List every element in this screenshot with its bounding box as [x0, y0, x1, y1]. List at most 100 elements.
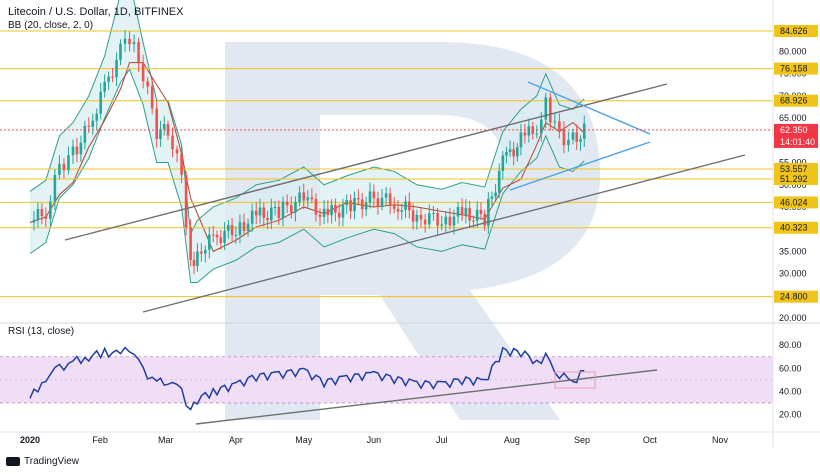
candle-body — [460, 207, 464, 216]
rsi-pane[interactable] — [0, 346, 773, 425]
candle-body — [87, 125, 91, 127]
candle-body — [415, 214, 419, 222]
rsi-tick-label: 40.00 — [779, 386, 802, 396]
candle-body — [230, 225, 234, 236]
candle-body — [337, 212, 341, 218]
price-tick-label: 55.000 — [779, 158, 807, 168]
channel-lower-line[interactable] — [142, 154, 746, 313]
candle-body — [314, 199, 318, 215]
candle-body — [505, 152, 508, 156]
candle-body — [388, 193, 392, 206]
level-tag — [774, 173, 818, 186]
candle-body — [326, 208, 330, 216]
candle-body — [400, 210, 404, 212]
candle-body — [384, 193, 388, 198]
candle-body — [479, 209, 483, 214]
candle-body — [192, 259, 196, 266]
time-tick-label: Jun — [367, 435, 382, 445]
candle-body — [302, 192, 306, 201]
candle-body — [75, 146, 79, 155]
candle-body — [515, 147, 519, 157]
candle-body — [289, 205, 293, 213]
level-tag-label: 53.557 — [780, 164, 808, 174]
last-price-tag — [774, 123, 818, 148]
level-tag-label: 51.292 — [780, 174, 808, 184]
level-tag-label: 46.024 — [780, 197, 808, 207]
candle-body — [71, 146, 75, 156]
candle-body — [115, 59, 118, 78]
candle-body — [58, 163, 61, 175]
time-axis[interactable]: 2020 Feb Mar Apr May Jun Jul Aug Sep Oct Nov — [0, 431, 820, 445]
triangle-lower-line[interactable] — [509, 141, 651, 191]
candle-body — [468, 207, 471, 221]
candle-body — [49, 201, 52, 219]
candle-body — [196, 251, 199, 266]
candle-body — [155, 108, 158, 139]
candle-body — [298, 192, 301, 203]
price-pane[interactable] — [0, 0, 820, 324]
level-tag — [774, 196, 818, 209]
time-tick-label: Oct — [643, 435, 658, 445]
candle-body — [436, 213, 439, 226]
price-axis[interactable]: 20.00025.00030.00035.00040.00045.00050.0… — [772, 0, 818, 448]
candle-body — [448, 216, 452, 226]
candle-body — [508, 149, 512, 153]
rsi-trend-line[interactable] — [195, 369, 658, 425]
candle-body — [223, 230, 226, 243]
candle-body — [207, 234, 211, 250]
candle-body — [219, 237, 223, 243]
candle-body — [360, 199, 364, 210]
bollinger-upper — [29, 0, 585, 236]
tradingview-logo[interactable]: TradingView — [6, 456, 79, 467]
candle-body — [544, 97, 548, 120]
candle-body — [62, 163, 66, 171]
candle-body — [368, 191, 372, 203]
candle-body — [330, 204, 333, 216]
candle-body — [162, 124, 166, 130]
candle-body — [490, 196, 494, 199]
time-tick-label: Feb — [92, 435, 108, 445]
level-tag-label: 68.926 — [780, 96, 808, 106]
candle-body — [159, 129, 162, 139]
level-tag — [774, 24, 818, 37]
rsi-legend: RSI (13, close) — [8, 326, 75, 337]
brand-label: TradingView — [24, 456, 80, 467]
candle-body — [345, 200, 349, 206]
time-tick-label: Aug — [504, 435, 520, 445]
candle-body — [150, 86, 154, 109]
candle-body — [250, 210, 254, 224]
chart-title: Litecoin / U.S. Dollar, 1D, BITFINEX — [8, 6, 184, 18]
tradingview-icon — [6, 457, 20, 466]
channel-upper-line[interactable] — [64, 83, 668, 241]
candle-body — [310, 197, 314, 200]
time-tick-label: Sep — [574, 435, 590, 445]
candle-body — [281, 201, 285, 219]
candle-body — [575, 132, 579, 142]
level-tag-label: 84.626 — [780, 26, 808, 36]
rsi-highlight-box[interactable] — [554, 371, 596, 389]
triangle-upper-line[interactable] — [527, 81, 651, 135]
candle-body — [111, 76, 114, 78]
candle-body — [535, 133, 539, 135]
candle-body — [238, 222, 242, 236]
candle-body — [380, 197, 384, 207]
candle-body — [266, 217, 269, 221]
candle-body — [36, 209, 40, 220]
candle-body — [571, 132, 575, 140]
candle-body — [519, 132, 523, 148]
candle-body — [494, 192, 497, 197]
candle-body — [452, 216, 456, 226]
candle-body — [487, 198, 490, 226]
time-tick-label: Jul — [436, 435, 448, 445]
candle-body — [189, 227, 192, 260]
candle-body — [242, 222, 246, 232]
candle-body — [562, 129, 566, 146]
candle-body — [103, 81, 106, 92]
candle-body — [215, 234, 219, 238]
rsi-tick-label: 20.00 — [779, 409, 802, 419]
candle-body — [353, 197, 356, 212]
candle-body — [234, 235, 238, 237]
candle-body — [408, 201, 411, 211]
price-tick-label: 65.000 — [779, 113, 807, 123]
